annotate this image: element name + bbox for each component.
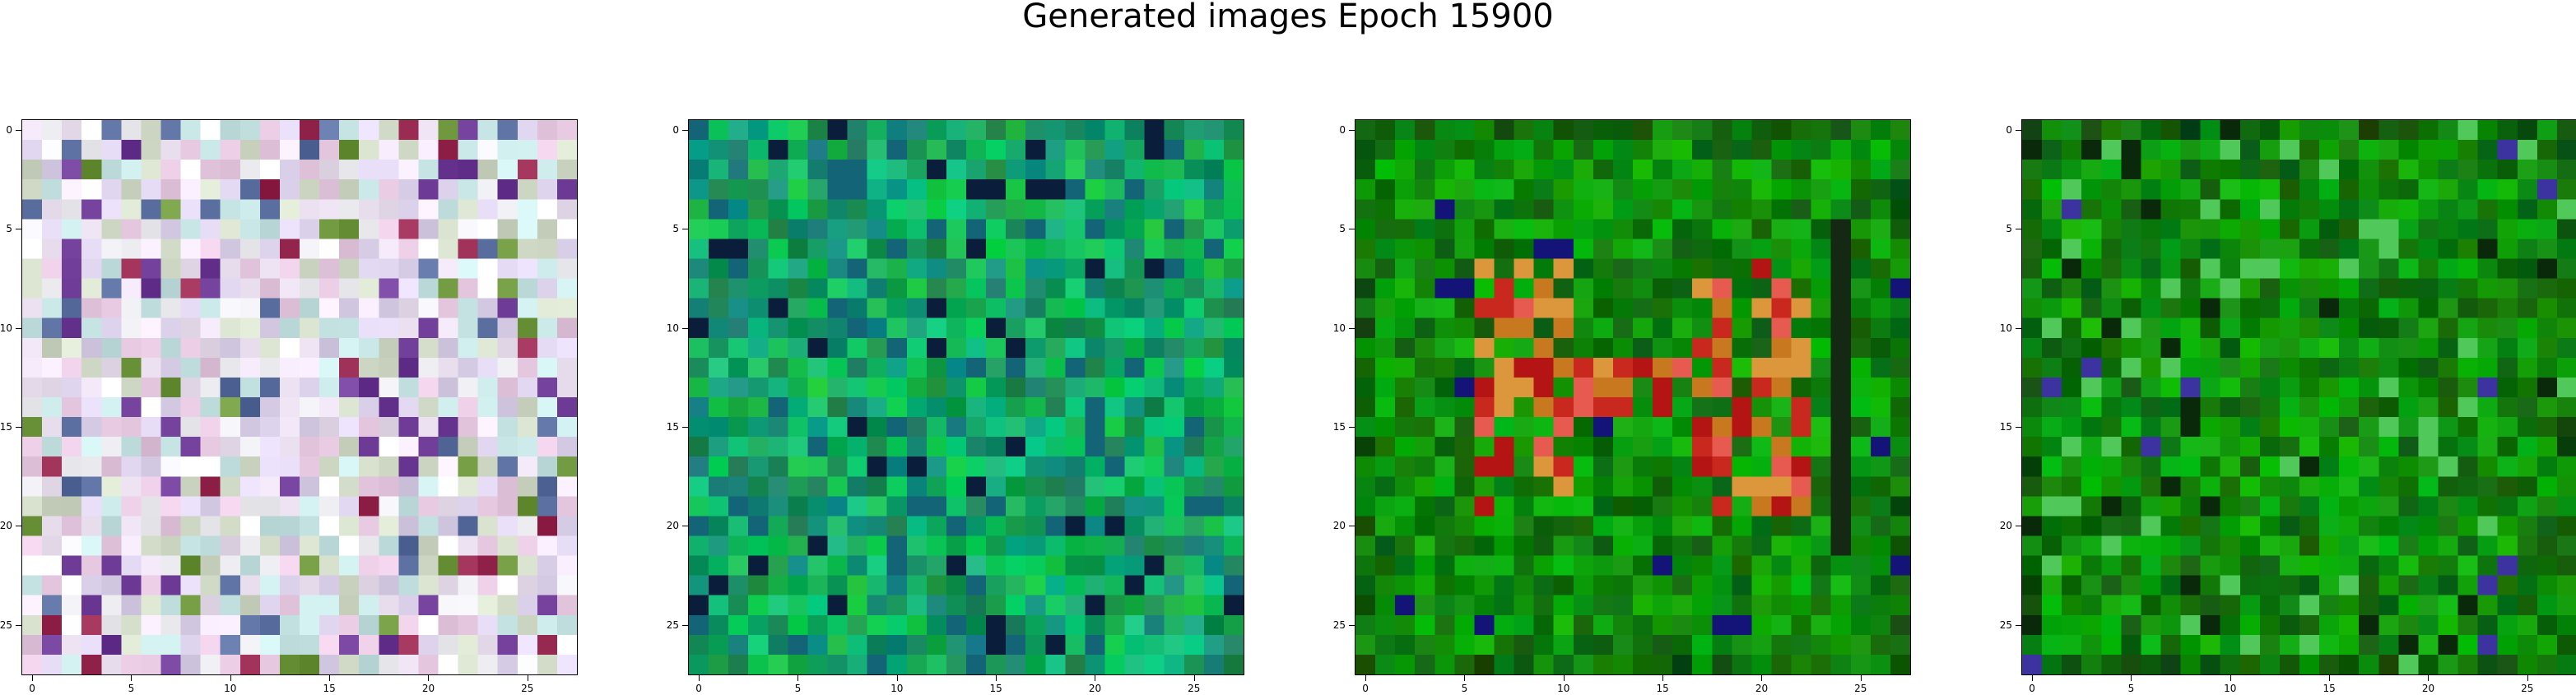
x-tick-label: 0 — [1362, 683, 1369, 694]
x-tick — [1193, 675, 1195, 681]
x-tick — [2131, 675, 2132, 681]
generated-image-4 — [2021, 119, 2576, 675]
x-tick — [1464, 675, 1466, 681]
y-tick-label: 20 — [1999, 520, 2012, 532]
y-tick-label: 10 — [666, 322, 679, 334]
y-tick — [16, 427, 21, 429]
y-tick-label: 15 — [1999, 421, 2012, 433]
x-tick-label: 20 — [1755, 683, 1769, 694]
y-tick — [16, 327, 21, 329]
y-tick-label: 15 — [1332, 421, 1346, 433]
y-tick-label: 10 — [1332, 322, 1346, 334]
x-tick-label: 25 — [1188, 683, 1201, 694]
y-tick — [1349, 427, 1355, 429]
x-tick-label: 15 — [2323, 683, 2336, 694]
y-tick-label: 15 — [0, 421, 12, 433]
x-tick — [2032, 675, 2034, 681]
x-tick-label: 0 — [2029, 683, 2035, 694]
y-tick-label: 20 — [666, 520, 679, 532]
y-tick-label: 5 — [672, 223, 679, 235]
y-tick-label: 0 — [6, 124, 12, 137]
x-tick — [230, 675, 231, 681]
y-tick-label: 10 — [1999, 322, 2012, 334]
figure-title: Generated images Epoch 15900 — [1022, 0, 1554, 35]
y-tick — [2016, 624, 2021, 626]
y-tick-label: 25 — [1999, 619, 2012, 631]
x-tick — [2329, 675, 2331, 681]
y-tick — [2016, 130, 2021, 132]
x-tick — [32, 675, 34, 681]
x-tick — [996, 675, 997, 681]
y-tick — [16, 130, 21, 132]
y-tick-label: 10 — [0, 322, 12, 334]
x-tick — [2428, 675, 2430, 681]
y-tick-label: 15 — [666, 421, 679, 433]
x-tick — [1365, 675, 1367, 681]
x-tick — [329, 675, 331, 681]
x-tick-label: 10 — [2224, 683, 2237, 694]
y-tick — [1349, 327, 1355, 329]
x-tick-label: 10 — [890, 683, 904, 694]
x-tick-label: 15 — [323, 683, 336, 694]
x-tick-label: 5 — [794, 683, 802, 694]
x-tick-label: 25 — [1854, 683, 1867, 694]
x-tick — [1662, 675, 1664, 681]
x-tick-label: 15 — [989, 683, 1002, 694]
y-tick-label: 5 — [6, 223, 12, 235]
x-tick — [699, 675, 700, 681]
x-tick — [896, 675, 898, 681]
y-tick-label: 5 — [2006, 223, 2012, 235]
y-tick — [1349, 130, 1355, 132]
y-tick-label: 5 — [1339, 223, 1346, 235]
x-tick — [1761, 675, 1763, 681]
y-tick-label: 20 — [0, 520, 12, 532]
generated-image-1 — [21, 119, 578, 675]
x-tick — [1563, 675, 1565, 681]
y-tick-label: 25 — [666, 619, 679, 631]
x-tick-label: 10 — [1557, 683, 1570, 694]
y-tick — [16, 624, 21, 626]
x-tick-label: 0 — [29, 683, 35, 694]
y-tick — [682, 427, 688, 429]
x-tick-label: 10 — [224, 683, 237, 694]
x-tick-label: 5 — [1461, 683, 1468, 694]
y-tick — [682, 624, 688, 626]
x-tick-label: 20 — [1088, 683, 1102, 694]
y-tick — [2016, 327, 2021, 329]
x-tick — [2230, 675, 2231, 681]
y-tick-label: 25 — [0, 619, 12, 631]
x-tick — [428, 675, 430, 681]
y-tick — [682, 327, 688, 329]
y-tick — [1349, 624, 1355, 626]
x-tick-label: 25 — [2521, 683, 2534, 694]
x-tick-label: 5 — [128, 683, 135, 694]
y-tick-label: 25 — [1332, 619, 1346, 631]
y-tick-label: 0 — [672, 124, 679, 137]
y-tick-label: 0 — [2006, 124, 2012, 137]
x-tick-label: 25 — [521, 683, 534, 694]
generated-image-3 — [1355, 119, 1911, 675]
y-tick — [2016, 427, 2021, 429]
x-tick-label: 15 — [1656, 683, 1669, 694]
y-tick-label: 20 — [1332, 520, 1346, 532]
x-tick — [131, 675, 133, 681]
x-tick — [2527, 675, 2528, 681]
x-tick-label: 5 — [2127, 683, 2135, 694]
generated-image-2 — [688, 119, 1244, 675]
x-tick — [797, 675, 799, 681]
x-tick — [1860, 675, 1862, 681]
x-tick-label: 20 — [2421, 683, 2435, 694]
y-tick — [682, 130, 688, 132]
x-tick-label: 20 — [421, 683, 435, 694]
x-tick-label: 0 — [695, 683, 702, 694]
y-tick-label: 0 — [1339, 124, 1346, 137]
